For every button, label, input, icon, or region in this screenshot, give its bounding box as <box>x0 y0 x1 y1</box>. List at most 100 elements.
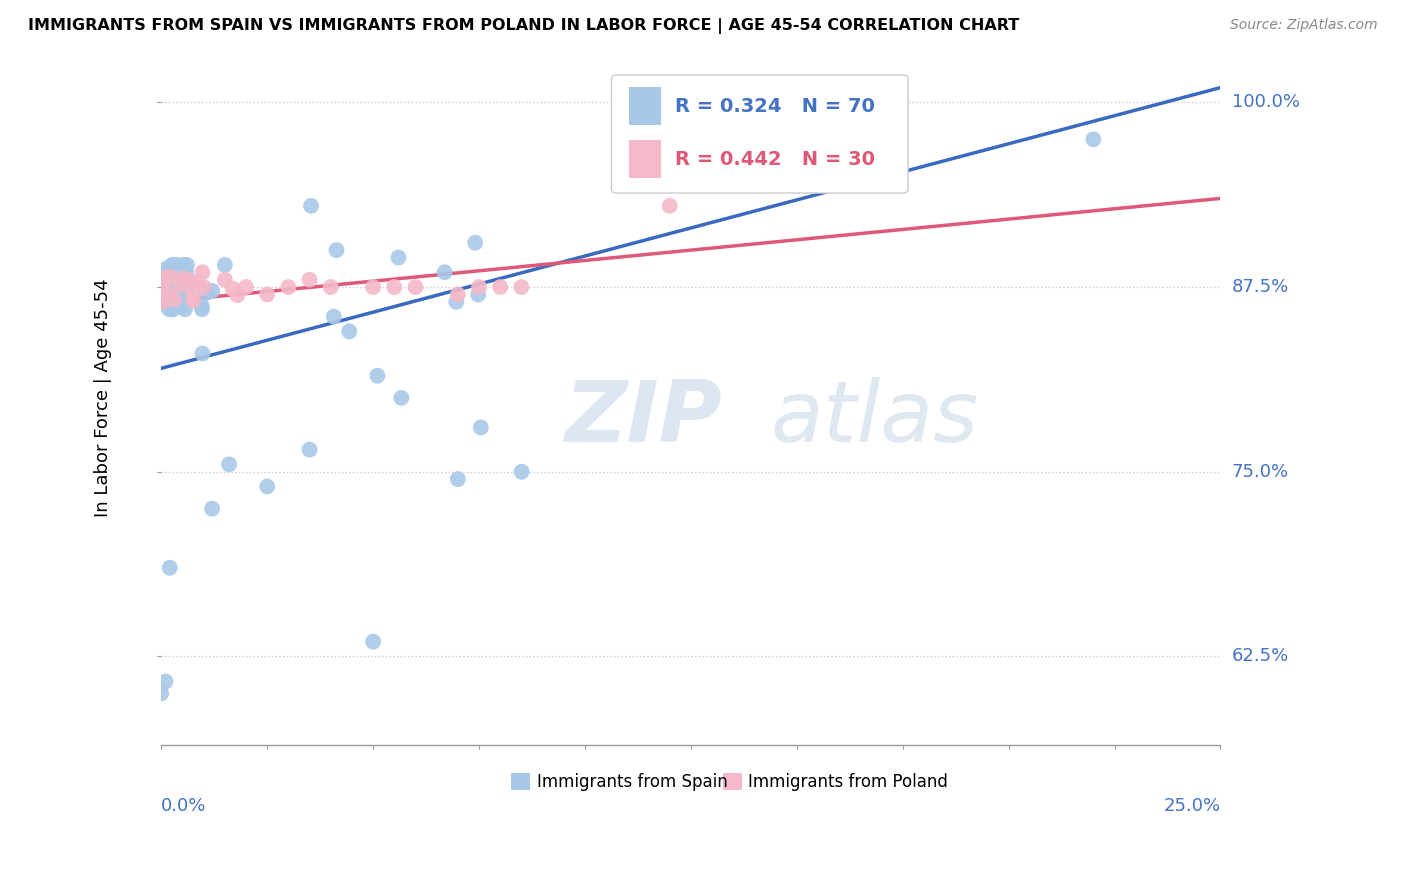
Point <box>174 265 197 279</box>
Point <box>467 287 489 301</box>
Point <box>214 258 236 272</box>
Point <box>152 297 174 311</box>
Point <box>201 501 224 516</box>
Point <box>157 273 180 287</box>
Text: R = 0.442   N = 30: R = 0.442 N = 30 <box>675 150 875 169</box>
Point <box>319 280 342 294</box>
Point <box>157 275 180 289</box>
Point <box>157 287 180 301</box>
Text: Immigrants from Poland: Immigrants from Poland <box>748 772 948 790</box>
Point <box>322 310 344 324</box>
Point <box>187 275 209 289</box>
Point <box>387 251 409 265</box>
Point <box>155 262 177 277</box>
Point <box>162 258 184 272</box>
Point <box>181 277 204 291</box>
Point <box>160 281 183 295</box>
Point <box>156 270 179 285</box>
Point <box>172 271 194 285</box>
Point <box>218 458 240 472</box>
Point <box>447 287 470 301</box>
Text: 25.0%: 25.0% <box>1163 797 1220 815</box>
Point <box>1083 132 1105 146</box>
Point <box>337 325 360 339</box>
Text: 0.0%: 0.0% <box>162 797 207 815</box>
Point <box>162 258 184 272</box>
FancyBboxPatch shape <box>612 75 908 193</box>
FancyBboxPatch shape <box>723 772 742 790</box>
Point <box>214 273 236 287</box>
Point <box>155 297 177 311</box>
Point <box>152 277 174 292</box>
Point <box>156 270 179 285</box>
Point <box>155 277 177 291</box>
Point <box>170 277 193 292</box>
Point <box>382 280 405 294</box>
Point <box>176 258 198 272</box>
FancyBboxPatch shape <box>630 140 661 178</box>
Point <box>177 279 200 293</box>
Point <box>169 291 191 305</box>
Point <box>156 268 179 282</box>
Point <box>166 258 188 272</box>
Point <box>157 285 180 300</box>
Text: IMMIGRANTS FROM SPAIN VS IMMIGRANTS FROM POLAND IN LABOR FORCE | AGE 45-54 CORRE: IMMIGRANTS FROM SPAIN VS IMMIGRANTS FROM… <box>28 18 1019 34</box>
Point <box>150 291 173 305</box>
Point <box>366 368 388 383</box>
Text: Source: ZipAtlas.com: Source: ZipAtlas.com <box>1230 18 1378 32</box>
Text: ZIP: ZIP <box>564 377 721 460</box>
Point <box>433 265 456 279</box>
Point <box>165 285 187 300</box>
Point <box>162 270 184 285</box>
Point <box>169 300 191 314</box>
Point <box>489 280 512 294</box>
Point <box>157 302 180 317</box>
Point <box>325 243 347 257</box>
FancyBboxPatch shape <box>510 772 530 790</box>
Point <box>510 465 533 479</box>
Point <box>298 273 321 287</box>
Point <box>150 277 173 292</box>
Point <box>160 270 183 285</box>
Point <box>226 288 249 302</box>
Text: 62.5%: 62.5% <box>1232 648 1289 665</box>
Text: 75.0%: 75.0% <box>1232 463 1289 481</box>
Point <box>160 288 183 302</box>
Point <box>153 270 176 285</box>
Point <box>169 277 191 292</box>
Point <box>361 280 384 294</box>
Point <box>195 285 218 300</box>
Point <box>163 293 186 307</box>
Point <box>191 302 214 317</box>
Point <box>174 302 197 317</box>
Point <box>162 302 184 317</box>
Point <box>446 294 468 309</box>
Text: atlas: atlas <box>770 377 979 460</box>
Point <box>152 269 174 284</box>
Point <box>181 287 204 301</box>
Text: Immigrants from Spain: Immigrants from Spain <box>537 772 728 790</box>
Point <box>361 634 384 648</box>
Point <box>201 284 224 298</box>
Point <box>157 282 180 296</box>
Point <box>470 420 492 434</box>
Point <box>181 293 204 308</box>
Point <box>172 258 194 272</box>
Text: 87.5%: 87.5% <box>1232 278 1289 296</box>
Point <box>277 280 299 294</box>
Point <box>191 299 214 313</box>
Point <box>389 391 412 405</box>
Point <box>222 282 245 296</box>
Point <box>150 686 173 700</box>
Point <box>256 287 278 301</box>
Text: R = 0.324   N = 70: R = 0.324 N = 70 <box>675 96 875 116</box>
Text: 100.0%: 100.0% <box>1232 94 1299 112</box>
Point <box>163 293 186 307</box>
Point <box>159 561 181 575</box>
Point <box>152 289 174 303</box>
Point <box>160 259 183 273</box>
Point <box>298 442 321 457</box>
Point <box>299 199 322 213</box>
Point <box>193 280 215 294</box>
Text: In Labor Force | Age 45-54: In Labor Force | Age 45-54 <box>94 278 112 517</box>
